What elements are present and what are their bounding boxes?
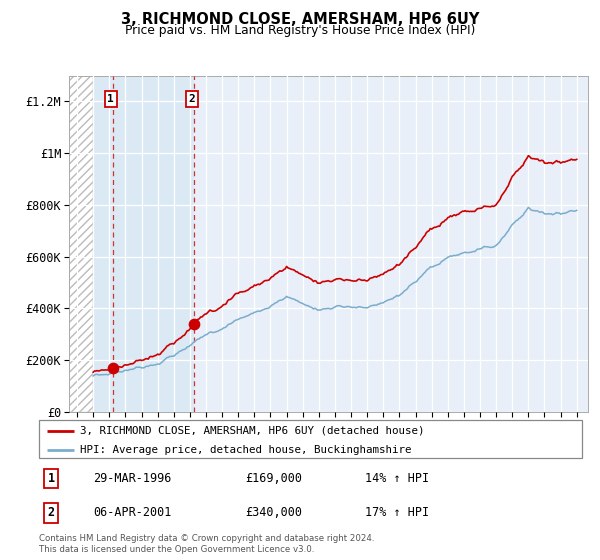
Bar: [93, 76, 194, 412]
Text: 14% ↑ HPI: 14% ↑ HPI: [365, 472, 429, 485]
Text: Contains HM Land Registry data © Crown copyright and database right 2024.
This d: Contains HM Land Registry data © Crown c…: [39, 534, 374, 554]
Point: [190, 319, 199, 328]
FancyBboxPatch shape: [39, 420, 582, 458]
Text: 2: 2: [47, 506, 55, 520]
Bar: [69, 76, 93, 412]
Text: £169,000: £169,000: [245, 472, 302, 485]
Text: Price paid vs. HM Land Registry's House Price Index (HPI): Price paid vs. HM Land Registry's House …: [125, 24, 475, 36]
Text: 3, RICHMOND CLOSE, AMERSHAM, HP6 6UY: 3, RICHMOND CLOSE, AMERSHAM, HP6 6UY: [121, 12, 479, 27]
Text: 1: 1: [47, 472, 55, 485]
Text: 2: 2: [188, 94, 195, 104]
Text: 29-MAR-1996: 29-MAR-1996: [94, 472, 172, 485]
Text: 1: 1: [107, 94, 114, 104]
Text: HPI: Average price, detached house, Buckinghamshire: HPI: Average price, detached house, Buck…: [80, 445, 411, 455]
Text: £340,000: £340,000: [245, 506, 302, 520]
Text: 3, RICHMOND CLOSE, AMERSHAM, HP6 6UY (detached house): 3, RICHMOND CLOSE, AMERSHAM, HP6 6UY (de…: [80, 426, 424, 436]
Point: [109, 363, 118, 372]
Text: 17% ↑ HPI: 17% ↑ HPI: [365, 506, 429, 520]
Text: 06-APR-2001: 06-APR-2001: [94, 506, 172, 520]
